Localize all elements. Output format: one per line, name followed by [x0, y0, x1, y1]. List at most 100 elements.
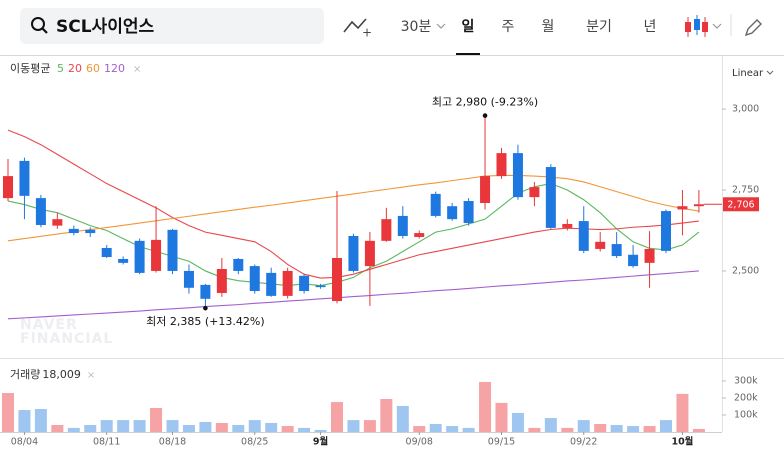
volume-bar — [544, 418, 557, 432]
volume-bar — [281, 426, 294, 432]
candle-body — [134, 240, 145, 273]
candle-body — [578, 221, 589, 251]
candle-body — [35, 198, 46, 225]
volume-bar — [182, 425, 195, 432]
volume-bar — [594, 424, 607, 432]
x-tick-label: 09/15 — [488, 437, 515, 448]
volume-bar — [215, 422, 228, 432]
candle-body — [611, 244, 622, 257]
volume-bar — [117, 420, 130, 432]
ma-line — [7, 182, 700, 287]
candle-type-icon[interactable] — [685, 15, 708, 37]
search-text[interactable]: SCL사이언스 — [56, 17, 154, 37]
ma-line — [7, 174, 699, 242]
candle-body — [595, 241, 606, 249]
ma-legend-close[interactable]: × — [133, 64, 141, 75]
candle-body — [282, 270, 293, 296]
volume-bar — [495, 402, 508, 432]
candle-body — [19, 160, 30, 196]
indicator-plus: + — [362, 26, 372, 40]
extreme-label: 최고 2,980 (-9.23%) — [432, 96, 538, 109]
watermark: FINANCIAL — [20, 331, 113, 347]
x-tick-label: 09/22 — [570, 437, 597, 448]
x-tick-label: 08/25 — [241, 437, 268, 448]
ma-title: 이동평균 — [10, 62, 50, 75]
watermark: NAVER — [20, 317, 78, 333]
volume-bar — [413, 426, 426, 432]
volume-bar — [479, 381, 492, 432]
volume-bar — [100, 420, 113, 432]
candle-body — [85, 229, 96, 234]
candle-body — [3, 176, 13, 199]
candle-body — [266, 272, 277, 296]
period-tab[interactable]: 일 — [462, 19, 475, 35]
volume-bar — [528, 427, 541, 432]
scale-label[interactable]: Linear — [732, 68, 764, 79]
candle-body — [183, 270, 194, 288]
candle-body — [299, 275, 310, 292]
period-tab[interactable]: 주 — [502, 19, 515, 35]
candle-body — [529, 187, 540, 198]
period-tab[interactable]: 분기 — [586, 19, 612, 35]
volume-bar — [577, 420, 590, 432]
candle-body — [200, 284, 211, 299]
ma-legend: 5 — [57, 62, 64, 75]
candle-body — [644, 248, 655, 263]
candle-body — [545, 167, 556, 228]
indicator-icon[interactable] — [343, 18, 367, 33]
candle-body — [151, 239, 162, 271]
candle-body — [315, 285, 326, 288]
draw-icon[interactable] — [744, 19, 762, 37]
volume-bar — [18, 410, 31, 432]
candle-body — [332, 258, 342, 302]
volume-bar — [84, 425, 97, 432]
candle-body — [496, 153, 507, 177]
volume-bar — [561, 427, 574, 432]
search-icon-handle — [41, 27, 48, 34]
volume-bar — [265, 422, 278, 432]
volume-bar — [298, 427, 311, 432]
candle-body — [677, 206, 688, 210]
candle-body — [216, 269, 227, 293]
volume-bar — [150, 408, 163, 432]
candle-body — [364, 240, 375, 267]
ma-legend: 20 — [68, 62, 82, 75]
icon-body — [694, 19, 700, 30]
candle-body — [661, 211, 671, 251]
period-tab[interactable]: 30분 — [401, 19, 432, 35]
candle-body — [562, 224, 573, 228]
candle-body — [118, 258, 129, 263]
candle-body — [628, 254, 639, 267]
volume-bar — [380, 398, 393, 432]
search-box[interactable] — [20, 8, 324, 44]
ma-legend: 120 — [104, 62, 125, 75]
period-tab[interactable]: 년 — [644, 19, 657, 35]
last-price-label: 2,706 — [727, 199, 754, 210]
volume-bar — [627, 426, 640, 432]
volume-bar — [67, 427, 80, 432]
volume-bar — [511, 412, 524, 432]
volume-bar — [692, 428, 705, 432]
search-icon — [31, 17, 45, 31]
candle-body — [233, 258, 244, 271]
x-tick-label: 9월 — [313, 436, 328, 448]
candle-body — [167, 229, 178, 271]
ma-line — [7, 270, 699, 320]
last-price-box — [723, 197, 759, 212]
period-tab[interactable]: 월 — [542, 19, 555, 35]
x-tick-label: 10월 — [671, 436, 693, 448]
volume-bar — [643, 426, 656, 432]
volume-bar — [660, 420, 672, 432]
volume-title: 거래량 — [10, 368, 40, 381]
volume-bar — [462, 427, 475, 432]
volume-close[interactable]: × — [87, 370, 95, 381]
volume-tick-label: 100k — [734, 409, 758, 420]
candle-body — [249, 266, 260, 292]
volume-bar — [446, 426, 459, 432]
x-tick-label: 08/18 — [159, 437, 186, 448]
volume-bar — [2, 393, 14, 432]
x-tick-label: 08/11 — [93, 437, 120, 448]
y-tick-label: 2,500 — [732, 265, 759, 276]
candle-body — [397, 215, 408, 236]
